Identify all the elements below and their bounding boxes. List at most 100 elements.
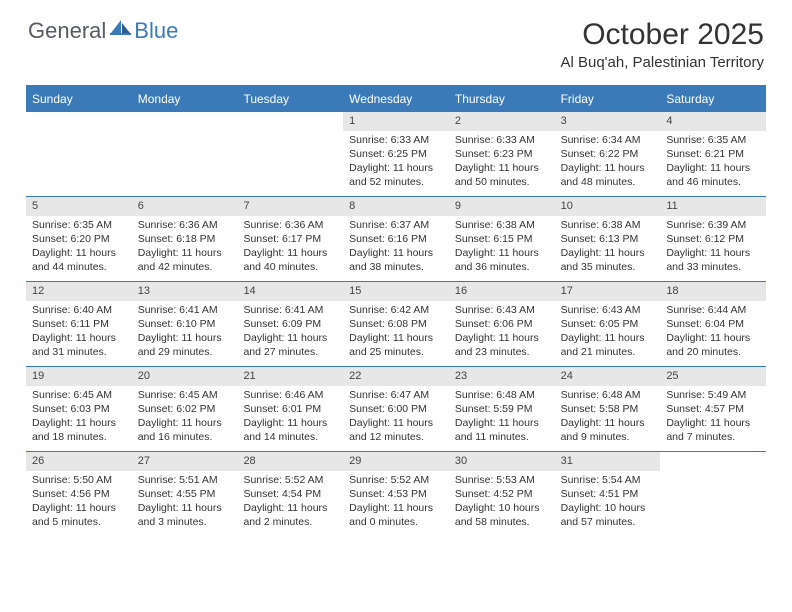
sunrise-text: Sunrise: 6:45 AM: [138, 388, 232, 402]
day-cell: 30Sunrise: 5:53 AMSunset: 4:52 PMDayligh…: [449, 452, 555, 536]
day-number: 13: [132, 282, 238, 301]
sunset-text: Sunset: 5:59 PM: [455, 402, 549, 416]
day-cell: 27Sunrise: 5:51 AMSunset: 4:55 PMDayligh…: [132, 452, 238, 536]
day-cell: 2Sunrise: 6:33 AMSunset: 6:23 PMDaylight…: [449, 112, 555, 196]
day-number: 25: [660, 367, 766, 386]
sunset-text: Sunset: 6:03 PM: [32, 402, 126, 416]
day-content: Sunrise: 6:41 AMSunset: 6:10 PMDaylight:…: [132, 301, 238, 364]
sunrise-text: Sunrise: 6:48 AM: [455, 388, 549, 402]
day-number: 24: [555, 367, 661, 386]
sunset-text: Sunset: 6:18 PM: [138, 232, 232, 246]
sunrise-text: Sunrise: 6:38 AM: [455, 218, 549, 232]
day-content: Sunrise: 6:36 AMSunset: 6:17 PMDaylight:…: [237, 216, 343, 279]
day-number: 22: [343, 367, 449, 386]
day-cell: 10Sunrise: 6:38 AMSunset: 6:13 PMDayligh…: [555, 197, 661, 281]
daylight-text: Daylight: 11 hours and 42 minutes.: [138, 246, 232, 274]
day-number: 10: [555, 197, 661, 216]
sunrise-text: Sunrise: 5:52 AM: [243, 473, 337, 487]
sunrise-text: Sunrise: 6:39 AM: [666, 218, 760, 232]
daylight-text: Daylight: 11 hours and 20 minutes.: [666, 331, 760, 359]
daylight-text: Daylight: 11 hours and 3 minutes.: [138, 501, 232, 529]
day-content: [660, 471, 766, 477]
daylight-text: Daylight: 11 hours and 29 minutes.: [138, 331, 232, 359]
daylight-text: Daylight: 11 hours and 7 minutes.: [666, 416, 760, 444]
sunrise-text: Sunrise: 5:52 AM: [349, 473, 443, 487]
sunrise-text: Sunrise: 6:41 AM: [243, 303, 337, 317]
sunrise-text: Sunrise: 5:53 AM: [455, 473, 549, 487]
sunset-text: Sunset: 6:10 PM: [138, 317, 232, 331]
day-cell: 21Sunrise: 6:46 AMSunset: 6:01 PMDayligh…: [237, 367, 343, 451]
sunrise-text: Sunrise: 5:54 AM: [561, 473, 655, 487]
day-content: Sunrise: 6:41 AMSunset: 6:09 PMDaylight:…: [237, 301, 343, 364]
daylight-text: Daylight: 11 hours and 25 minutes.: [349, 331, 443, 359]
title-block: October 2025 Al Buq'ah, Palestinian Terr…: [560, 18, 764, 71]
day-number: 29: [343, 452, 449, 471]
sunrise-text: Sunrise: 6:36 AM: [243, 218, 337, 232]
weekday-header: Friday: [555, 87, 661, 111]
day-content: Sunrise: 6:46 AMSunset: 6:01 PMDaylight:…: [237, 386, 343, 449]
daylight-text: Daylight: 11 hours and 33 minutes.: [666, 246, 760, 274]
sunset-text: Sunset: 6:12 PM: [666, 232, 760, 246]
sunset-text: Sunset: 4:56 PM: [32, 487, 126, 501]
day-content: Sunrise: 6:35 AMSunset: 6:20 PMDaylight:…: [26, 216, 132, 279]
daylight-text: Daylight: 11 hours and 5 minutes.: [32, 501, 126, 529]
day-cell: [237, 112, 343, 196]
day-number: 28: [237, 452, 343, 471]
day-number: 17: [555, 282, 661, 301]
sunset-text: Sunset: 6:16 PM: [349, 232, 443, 246]
weekday-header-row: Sunday Monday Tuesday Wednesday Thursday…: [26, 87, 766, 111]
sunset-text: Sunset: 6:01 PM: [243, 402, 337, 416]
sunset-text: Sunset: 6:02 PM: [138, 402, 232, 416]
daylight-text: Daylight: 11 hours and 27 minutes.: [243, 331, 337, 359]
day-content: Sunrise: 6:45 AMSunset: 6:02 PMDaylight:…: [132, 386, 238, 449]
daylight-text: Daylight: 11 hours and 40 minutes.: [243, 246, 337, 274]
day-content: Sunrise: 5:52 AMSunset: 4:54 PMDaylight:…: [237, 471, 343, 534]
day-cell: 16Sunrise: 6:43 AMSunset: 6:06 PMDayligh…: [449, 282, 555, 366]
day-content: [237, 131, 343, 137]
sunset-text: Sunset: 4:51 PM: [561, 487, 655, 501]
daylight-text: Daylight: 11 hours and 50 minutes.: [455, 161, 549, 189]
weekday-header: Tuesday: [237, 87, 343, 111]
sunset-text: Sunset: 6:21 PM: [666, 147, 760, 161]
daylight-text: Daylight: 11 hours and 52 minutes.: [349, 161, 443, 189]
day-cell: 5Sunrise: 6:35 AMSunset: 6:20 PMDaylight…: [26, 197, 132, 281]
day-cell: 3Sunrise: 6:34 AMSunset: 6:22 PMDaylight…: [555, 112, 661, 196]
daylight-text: Daylight: 11 hours and 12 minutes.: [349, 416, 443, 444]
day-number: [26, 112, 132, 131]
day-number: 16: [449, 282, 555, 301]
sunrise-text: Sunrise: 6:43 AM: [561, 303, 655, 317]
sunrise-text: Sunrise: 6:37 AM: [349, 218, 443, 232]
sunrise-text: Sunrise: 5:49 AM: [666, 388, 760, 402]
day-cell: 20Sunrise: 6:45 AMSunset: 6:02 PMDayligh…: [132, 367, 238, 451]
day-cell: 17Sunrise: 6:43 AMSunset: 6:05 PMDayligh…: [555, 282, 661, 366]
day-number: [132, 112, 238, 131]
calendar-week: 19Sunrise: 6:45 AMSunset: 6:03 PMDayligh…: [26, 366, 766, 451]
sunset-text: Sunset: 5:58 PM: [561, 402, 655, 416]
calendar: Sunday Monday Tuesday Wednesday Thursday…: [26, 85, 766, 536]
day-number: [237, 112, 343, 131]
day-number: 15: [343, 282, 449, 301]
header: General Blue October 2025 Al Buq'ah, Pal…: [0, 0, 792, 79]
day-content: Sunrise: 6:45 AMSunset: 6:03 PMDaylight:…: [26, 386, 132, 449]
day-content: Sunrise: 6:38 AMSunset: 6:13 PMDaylight:…: [555, 216, 661, 279]
day-number: 14: [237, 282, 343, 301]
day-cell: [660, 452, 766, 536]
day-number: 18: [660, 282, 766, 301]
day-content: Sunrise: 6:40 AMSunset: 6:11 PMDaylight:…: [26, 301, 132, 364]
sunset-text: Sunset: 6:17 PM: [243, 232, 337, 246]
day-cell: 23Sunrise: 6:48 AMSunset: 5:59 PMDayligh…: [449, 367, 555, 451]
day-number: 1: [343, 112, 449, 131]
day-content: Sunrise: 6:34 AMSunset: 6:22 PMDaylight:…: [555, 131, 661, 194]
logo-text-general: General: [28, 18, 106, 44]
sunrise-text: Sunrise: 6:38 AM: [561, 218, 655, 232]
day-number: 20: [132, 367, 238, 386]
sunrise-text: Sunrise: 5:50 AM: [32, 473, 126, 487]
daylight-text: Daylight: 11 hours and 2 minutes.: [243, 501, 337, 529]
day-cell: 9Sunrise: 6:38 AMSunset: 6:15 PMDaylight…: [449, 197, 555, 281]
sunset-text: Sunset: 6:13 PM: [561, 232, 655, 246]
sunrise-text: Sunrise: 6:34 AM: [561, 133, 655, 147]
day-cell: 15Sunrise: 6:42 AMSunset: 6:08 PMDayligh…: [343, 282, 449, 366]
day-cell: 22Sunrise: 6:47 AMSunset: 6:00 PMDayligh…: [343, 367, 449, 451]
sunrise-text: Sunrise: 6:47 AM: [349, 388, 443, 402]
sunrise-text: Sunrise: 6:35 AM: [32, 218, 126, 232]
